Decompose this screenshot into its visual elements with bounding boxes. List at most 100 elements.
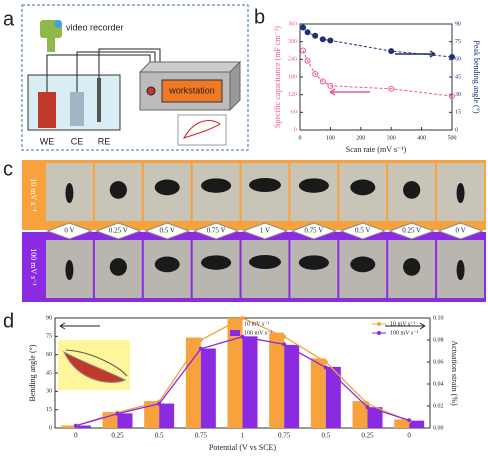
diamond bbox=[192, 222, 240, 240]
x-tick-label: 0 bbox=[407, 432, 411, 440]
point bbox=[240, 316, 245, 320]
setup-drawing bbox=[27, 20, 242, 146]
y-tick-label: 0 bbox=[294, 127, 297, 133]
point bbox=[240, 334, 245, 339]
y2-tick-label: 45 bbox=[455, 74, 461, 80]
point bbox=[407, 418, 412, 423]
series-line bbox=[302, 50, 453, 97]
actuator bbox=[456, 260, 465, 280]
potential-label: 1 V bbox=[260, 227, 270, 235]
x-tick-label: 0.25 bbox=[111, 432, 124, 440]
y-tick-label: 240 bbox=[288, 57, 297, 63]
bar bbox=[394, 419, 410, 428]
legend-marker bbox=[377, 322, 381, 326]
point bbox=[300, 24, 307, 31]
arrow bbox=[385, 322, 426, 330]
legend-label: 10 mV s⁻¹ bbox=[390, 321, 415, 327]
diamond bbox=[45, 222, 93, 240]
bar bbox=[200, 348, 216, 428]
y-tick-label: 75 bbox=[46, 334, 52, 340]
panel-letter: d bbox=[3, 310, 14, 332]
bar bbox=[242, 336, 258, 428]
diamond bbox=[339, 222, 387, 240]
point bbox=[365, 405, 370, 410]
x-tick-label: 0.75 bbox=[278, 432, 291, 440]
actuator bbox=[350, 256, 376, 273]
cv-inset bbox=[58, 340, 130, 390]
x-tick-label: 500 bbox=[448, 135, 457, 141]
actuator bbox=[298, 178, 329, 193]
electrode-label: WE bbox=[40, 136, 55, 146]
y2-tick-label: 15 bbox=[455, 110, 461, 116]
y-axis-title: Bending angle (°) bbox=[28, 344, 37, 401]
legend-swatch bbox=[230, 321, 240, 327]
x-tick-label: 100 bbox=[326, 135, 335, 141]
point bbox=[449, 53, 455, 60]
point bbox=[312, 71, 319, 78]
y-tick-label: 300 bbox=[288, 39, 297, 45]
bar bbox=[159, 403, 175, 428]
y-tick-label: 45 bbox=[46, 370, 52, 376]
potential-label: 0.5 V bbox=[355, 227, 370, 235]
electrode-label: RE bbox=[98, 136, 111, 146]
actuator bbox=[403, 181, 421, 199]
potential-label: 0.75 V bbox=[304, 227, 323, 235]
potential-label: 0.5 V bbox=[160, 227, 175, 235]
row-label: 100 mV s⁻¹ bbox=[29, 248, 38, 286]
y-tick-label: 360 bbox=[288, 21, 297, 27]
y-tick-label: 90 bbox=[46, 315, 52, 321]
point bbox=[327, 37, 334, 44]
legend-label: 10 mV s⁻¹ bbox=[244, 321, 269, 327]
point bbox=[388, 85, 395, 92]
point bbox=[304, 57, 311, 64]
point bbox=[198, 346, 203, 351]
diamond bbox=[241, 222, 289, 240]
series-line bbox=[302, 27, 453, 58]
actuator bbox=[154, 179, 180, 196]
bar bbox=[367, 407, 383, 428]
bar bbox=[227, 318, 243, 428]
x-tick-label: 300 bbox=[387, 135, 396, 141]
x-tick-label: 0.5 bbox=[155, 432, 164, 440]
legend-label: 100 mV s⁻¹ bbox=[390, 330, 418, 336]
actuator bbox=[65, 260, 74, 280]
point bbox=[319, 36, 326, 43]
x-tick-label: 400 bbox=[417, 135, 426, 141]
actuator bbox=[65, 183, 74, 203]
x-tick-label: 0 bbox=[74, 432, 78, 440]
y2-tick-label: 0.08 bbox=[433, 337, 444, 343]
panel-a-frame bbox=[21, 4, 249, 151]
x-axis-title: Potential (V vs SCE) bbox=[209, 443, 277, 452]
actuator bbox=[201, 178, 232, 193]
point bbox=[312, 32, 319, 39]
bar bbox=[352, 401, 368, 428]
x-tick-label: 0.75 bbox=[195, 432, 208, 440]
point bbox=[115, 411, 120, 416]
y-tick-label: 60 bbox=[291, 110, 297, 116]
actuator bbox=[109, 181, 127, 199]
x-tick-label: 1 bbox=[241, 432, 245, 440]
potential-label: 0.25 V bbox=[109, 227, 128, 235]
y2-axis-title: Peak bending angle (°) bbox=[472, 40, 481, 114]
y-tick-label: 180 bbox=[288, 74, 297, 80]
point bbox=[198, 338, 203, 342]
point bbox=[304, 29, 311, 36]
legend-marker bbox=[377, 331, 381, 335]
point bbox=[282, 334, 287, 339]
point bbox=[157, 401, 162, 406]
diamond bbox=[437, 222, 485, 240]
y2-tick-label: 0 bbox=[455, 127, 458, 133]
point bbox=[327, 82, 334, 89]
diamond bbox=[290, 222, 338, 240]
y2-tick-label: 75 bbox=[455, 39, 461, 45]
actuator bbox=[456, 183, 465, 203]
point bbox=[319, 78, 326, 85]
y-tick-label: 0 bbox=[49, 425, 52, 431]
point bbox=[282, 342, 287, 347]
bar bbox=[325, 366, 341, 428]
diamond bbox=[94, 222, 142, 240]
y2-tick-label: 0.00 bbox=[433, 425, 444, 431]
actuator bbox=[350, 179, 376, 196]
electrode-label: CE bbox=[71, 136, 84, 146]
